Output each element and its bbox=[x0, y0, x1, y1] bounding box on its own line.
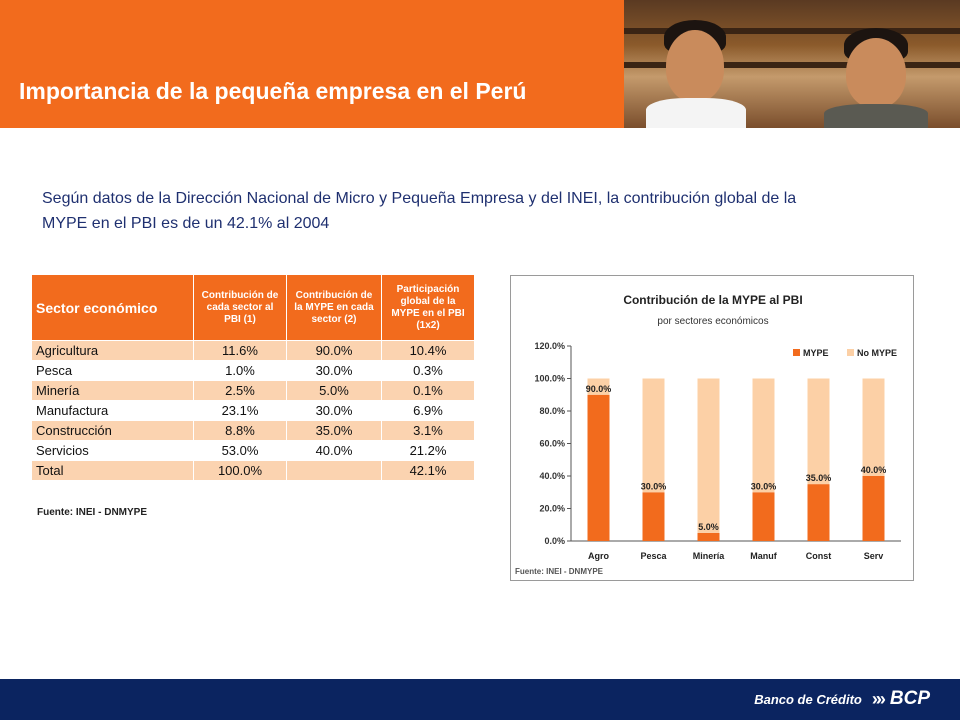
row-c1: 2.5% bbox=[193, 380, 287, 401]
header-photo bbox=[624, 0, 960, 128]
bcp-arrows-icon: »» bbox=[871, 688, 886, 709]
table-row: Manufactura 23.1% 30.0% 6.9% bbox=[31, 400, 475, 421]
y-tick-label: 0.0% bbox=[544, 536, 565, 546]
row-c3: 10.4% bbox=[381, 340, 475, 361]
header-band bbox=[0, 0, 624, 128]
data-label: 90.0% bbox=[586, 384, 612, 394]
table-header-row: Sector económico Contribución de cada se… bbox=[31, 274, 475, 341]
row-c1: 1.0% bbox=[193, 360, 287, 381]
bar-mype bbox=[752, 492, 775, 541]
total-c3: 42.1% bbox=[381, 460, 475, 481]
data-label: 35.0% bbox=[806, 473, 832, 483]
x-tick-label: Agro bbox=[588, 551, 609, 561]
bar-no-mype bbox=[752, 378, 775, 493]
row-c1: 8.8% bbox=[193, 420, 287, 441]
legend-swatch bbox=[847, 349, 854, 356]
row-c2: 90.0% bbox=[286, 340, 382, 361]
data-label: 30.0% bbox=[751, 481, 777, 491]
y-tick-label: 20.0% bbox=[539, 504, 565, 514]
table-total-row: Total 100.0% 42.1% bbox=[31, 460, 475, 481]
row-sector: Manufactura bbox=[31, 400, 194, 421]
row-c3: 21.2% bbox=[381, 440, 475, 461]
row-c3: 3.1% bbox=[381, 420, 475, 441]
row-c1: 11.6% bbox=[193, 340, 287, 361]
table-row: Servicios 53.0% 40.0% 21.2% bbox=[31, 440, 475, 461]
y-tick-label: 40.0% bbox=[539, 471, 565, 481]
bar-no-mype bbox=[587, 378, 610, 395]
header-c2: Contribución de la MYPE en cada sector (… bbox=[286, 274, 382, 341]
header-c1: Contribución de cada sector al PBI (1) bbox=[193, 274, 287, 341]
total-c2 bbox=[286, 460, 382, 481]
row-c3: 0.3% bbox=[381, 360, 475, 381]
x-tick-label: Pesca bbox=[640, 551, 667, 561]
intro-text: Según datos de la Dirección Nacional de … bbox=[42, 190, 797, 232]
row-c2: 35.0% bbox=[286, 420, 382, 441]
bcp-brand: BCP bbox=[889, 688, 930, 709]
y-tick-label: 60.0% bbox=[539, 439, 565, 449]
x-tick-label: Const bbox=[806, 551, 832, 561]
bank-name: Banco de Crédito bbox=[754, 691, 862, 707]
bar-no-mype bbox=[642, 378, 665, 493]
bar-mype bbox=[807, 484, 830, 541]
y-tick-label: 100.0% bbox=[534, 374, 565, 384]
row-sector: Minería bbox=[31, 380, 194, 401]
total-c1: 100.0% bbox=[193, 460, 287, 481]
bar-mype bbox=[587, 394, 610, 541]
x-tick-label: Serv bbox=[864, 551, 884, 561]
row-sector: Agricultura bbox=[31, 340, 194, 361]
chart-frame: Contribución de la MYPE al PBI por sector… bbox=[510, 275, 914, 581]
mype-bar-chart: Contribución de la MYPE al PBI por sector… bbox=[515, 293, 901, 576]
bar-mype bbox=[697, 532, 720, 541]
row-c1: 23.1% bbox=[193, 400, 287, 421]
table-source: Fuente: INEI - DNMYPE bbox=[37, 507, 148, 518]
chart-subtitle: por sectores económicos bbox=[657, 316, 768, 327]
row-c2: 30.0% bbox=[286, 360, 382, 381]
bar-mype bbox=[862, 476, 885, 541]
chart-title: Contribución de la MYPE al PBI bbox=[623, 293, 802, 307]
x-tick-label: Minería bbox=[693, 551, 726, 561]
data-label: 40.0% bbox=[861, 465, 887, 475]
data-label: 30.0% bbox=[641, 481, 667, 491]
bar-no-mype bbox=[862, 378, 885, 476]
table-row: Construcción 8.8% 35.0% 3.1% bbox=[31, 420, 475, 441]
row-sector: Servicios bbox=[31, 440, 194, 461]
bcp-logo: Banco de Crédito »» BCP bbox=[754, 688, 930, 710]
page-title: Importancia de la pequeña empresa en el … bbox=[19, 78, 527, 104]
chart-source: Fuente: INEI - DNMYPE bbox=[515, 567, 604, 576]
row-c2: 40.0% bbox=[286, 440, 382, 461]
sector-table: Sector económico Contribución de cada se… bbox=[31, 274, 475, 481]
row-c3: 6.9% bbox=[381, 400, 475, 421]
row-c1: 53.0% bbox=[193, 440, 287, 461]
row-c2: 30.0% bbox=[286, 400, 382, 421]
header-c3: Participación global de la MYPE en el PB… bbox=[381, 274, 475, 341]
table-row: Minería 2.5% 5.0% 0.1% bbox=[31, 380, 475, 401]
row-c3: 0.1% bbox=[381, 380, 475, 401]
row-sector: Pesca bbox=[31, 360, 194, 381]
row-sector: Construcción bbox=[31, 420, 194, 441]
data-label: 5.0% bbox=[698, 522, 719, 532]
legend-label: No MYPE bbox=[857, 348, 897, 358]
bar-no-mype bbox=[697, 378, 720, 533]
table-row: Agricultura 11.6% 90.0% 10.4% bbox=[31, 340, 475, 361]
y-tick-label: 80.0% bbox=[539, 406, 565, 416]
legend-label: MYPE bbox=[803, 348, 829, 358]
bar-mype bbox=[642, 492, 665, 541]
row-c2: 5.0% bbox=[286, 380, 382, 401]
footer-band: Banco de Crédito »» BCP bbox=[0, 679, 960, 720]
total-sector: Total bbox=[31, 460, 194, 481]
legend-swatch bbox=[793, 349, 800, 356]
y-tick-label: 120.0% bbox=[534, 341, 565, 351]
x-tick-label: Manuf bbox=[750, 551, 777, 561]
header-sector: Sector económico bbox=[31, 274, 194, 341]
table-row: Pesca 1.0% 30.0% 0.3% bbox=[31, 360, 475, 381]
bar-no-mype bbox=[807, 378, 830, 485]
